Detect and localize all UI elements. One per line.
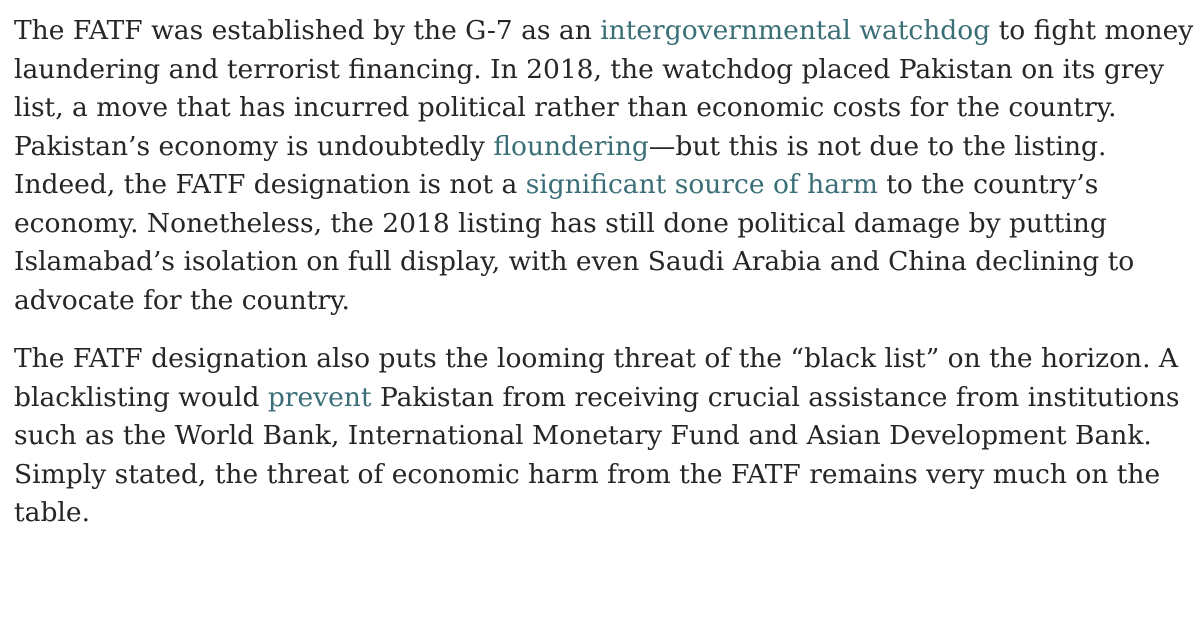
text-segment: The FATF was established by the G-7 as a… bbox=[14, 15, 601, 46]
link-prevent[interactable]: prevent bbox=[267, 381, 372, 413]
text-segment: to fight money laundering and terrorist … bbox=[14, 15, 1194, 162]
text-segment: to the country’s economy. Nonetheless, t… bbox=[14, 169, 1135, 316]
text-segment: The FATF designation also puts the loomi… bbox=[14, 343, 1179, 413]
link-floundering[interactable]: floundering bbox=[493, 130, 649, 162]
paragraph-2: The FATF designation also puts the loomi… bbox=[14, 340, 1198, 533]
text-segment: Pakistan from receiving crucial assistan… bbox=[14, 381, 1180, 529]
text-segment: —but this is not due to the listing. Ind… bbox=[14, 130, 1107, 201]
link-intergovernmental-watchdog[interactable]: intergovernmental watchdog bbox=[600, 15, 991, 46]
paragraph-1: The FATF was established by the G-7 as a… bbox=[14, 0, 1198, 320]
link-significant-source-of-harm[interactable]: significant source of harm bbox=[525, 169, 878, 200]
article-body: The FATF was established by the G-7 as a… bbox=[14, 0, 1198, 533]
